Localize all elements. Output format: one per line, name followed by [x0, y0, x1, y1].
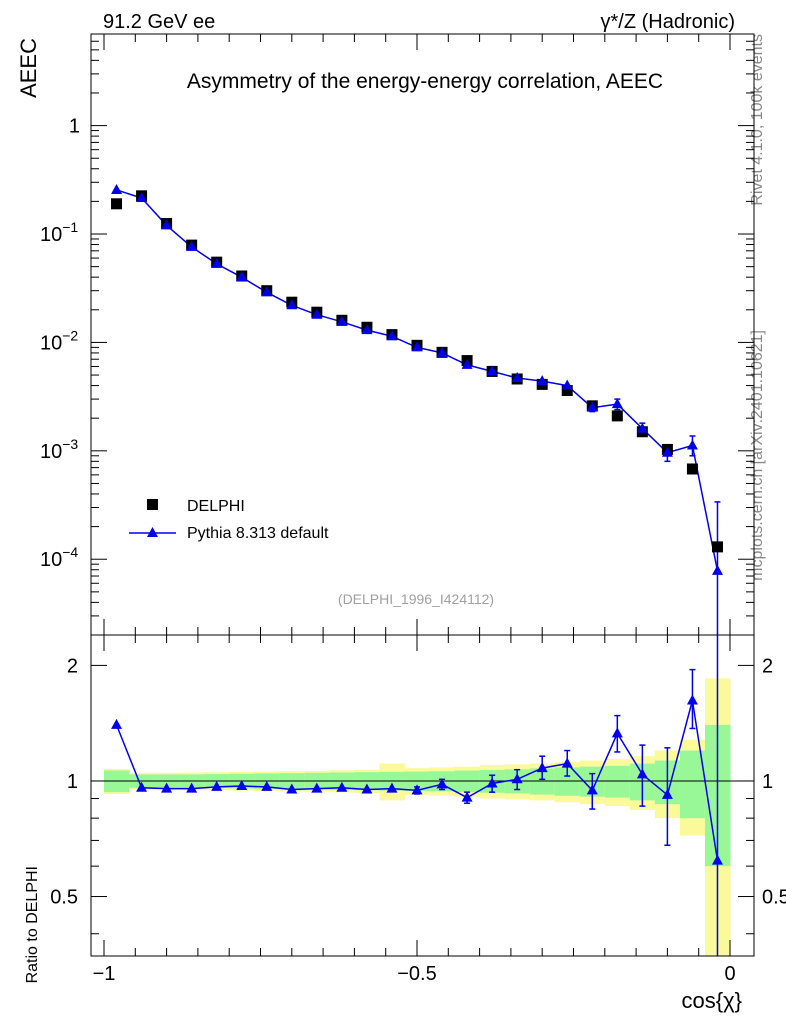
mc-point [161, 219, 173, 230]
ratio-point [111, 718, 123, 729]
ratio-point [211, 780, 223, 791]
legend: DELPHI Pythia 8.313 default [129, 498, 329, 542]
mc-point [436, 346, 448, 357]
ratio-point [386, 782, 398, 793]
mc-point [636, 422, 648, 433]
band-inner [604, 765, 631, 798]
ratio-tick-labels: 0.5 0.5 1 1 2 2 [50, 655, 786, 908]
x-tick-labels: −1 −0.5 0 [93, 963, 736, 985]
ratio-point [336, 781, 348, 792]
x-tick-label: 0 [724, 963, 735, 985]
legend-data-label: DELPHI [187, 498, 245, 515]
analysis-id: (DELPHI_1996_I424112) [338, 591, 494, 607]
y-tick-label: 1 [69, 116, 80, 138]
ratio-point [461, 791, 473, 802]
data-point [611, 410, 623, 422]
mc-point [511, 371, 523, 382]
mc-point [561, 379, 573, 390]
ratio-point [611, 727, 623, 738]
mc-point [586, 401, 598, 412]
ratio-y-tick-label-right: 1 [762, 771, 773, 793]
process-label: γ*/Z (Hadronic) [601, 11, 735, 33]
mc-point [311, 308, 323, 319]
main-panel: Asymmetry of the energy-energy correlati… [16, 33, 755, 636]
mc-point [261, 286, 273, 297]
ratio-point [411, 784, 423, 795]
main-tick-labels: 1 10−1 10−2 10−3 10−4 [40, 116, 80, 572]
ratio-ticks [91, 635, 754, 956]
ratio-point [636, 768, 648, 779]
energy-label: 91.2 GeV ee [103, 11, 215, 33]
ratio-y-tick-label-right: 0.5 [762, 887, 786, 909]
y-tick-label: 10−2 [40, 327, 78, 354]
ratio-ylabel: Ratio to DELPHI [24, 866, 41, 983]
data-point [686, 463, 698, 475]
mc-point [211, 257, 223, 268]
mc-point [186, 240, 198, 251]
mc-point [686, 439, 698, 450]
y-tick-label: 10−1 [40, 219, 78, 246]
main-frame [90, 33, 755, 636]
y-tick-label: 10−3 [40, 436, 78, 463]
ratio-point [561, 757, 573, 768]
mc-point [461, 358, 473, 369]
legend-mc-label: Pythia 8.313 default [187, 525, 329, 542]
mc-point [136, 191, 148, 202]
mc-point [386, 330, 398, 341]
ratio-point [311, 782, 323, 793]
ratio-point [236, 780, 248, 791]
ratio-point [661, 788, 673, 799]
uncertainty-bands [104, 678, 731, 956]
ratio-y-tick-label-right: 2 [762, 655, 773, 677]
ratio-frame [90, 634, 755, 957]
data-point [711, 541, 723, 553]
ratio-point [186, 782, 198, 793]
ratio-panel: 0.5 0.5 1 1 2 2 −1 −0.5 0 Ratio to DELPHI cos{χ… [24, 634, 786, 1013]
main-title: Asymmetry of the energy-energy correlati… [187, 70, 663, 93]
band-inner [679, 750, 706, 819]
main-ylabel: AEEC [16, 38, 41, 98]
ratio-point [586, 784, 598, 795]
y-tick-label: 10−4 [40, 544, 78, 571]
x-tick-label: −1 [93, 963, 116, 985]
mc-markers [111, 183, 723, 575]
mc-point [336, 315, 348, 326]
mc-point [536, 375, 548, 386]
mc-point [111, 183, 123, 194]
ratio-point [536, 762, 548, 773]
mc-point [286, 299, 298, 310]
main-ticks [91, 33, 754, 636]
ratio-point [511, 773, 523, 784]
data-point [561, 385, 573, 397]
x-axis-label: cos{χ} [682, 988, 742, 1013]
ratio-point [261, 780, 273, 791]
mc-point [361, 324, 373, 335]
ratio-point [711, 854, 723, 865]
x-tick-label: −0.5 [397, 963, 436, 985]
mc-point [611, 398, 623, 409]
ratio-point [361, 783, 373, 794]
legend-mc-marker [147, 527, 158, 537]
ratio-point [486, 777, 498, 788]
ratio-y-tick-label: 0.5 [50, 887, 78, 909]
mc-point [486, 365, 498, 376]
mc-point [711, 564, 723, 575]
mc-point [236, 271, 248, 282]
ratio-markers [111, 694, 723, 865]
ratio-point [436, 778, 448, 789]
mc-point [661, 446, 673, 457]
legend-data-marker [147, 499, 158, 510]
data-point [111, 198, 123, 210]
ratio-point [286, 783, 298, 794]
ratio-y-tick-label: 1 [67, 771, 78, 793]
mcplots-label: mcplots.cern.ch [arXiv:2401.10621] [749, 330, 766, 581]
rivet-label: Rivet 4.1.0, 100k events [749, 34, 766, 206]
ratio-point [136, 781, 148, 792]
ratio-point [161, 782, 173, 793]
mc-error-bars [589, 398, 721, 635]
mc-point [411, 341, 423, 352]
ratio-point [686, 694, 698, 705]
ratio-y-tick-label: 2 [67, 655, 78, 677]
